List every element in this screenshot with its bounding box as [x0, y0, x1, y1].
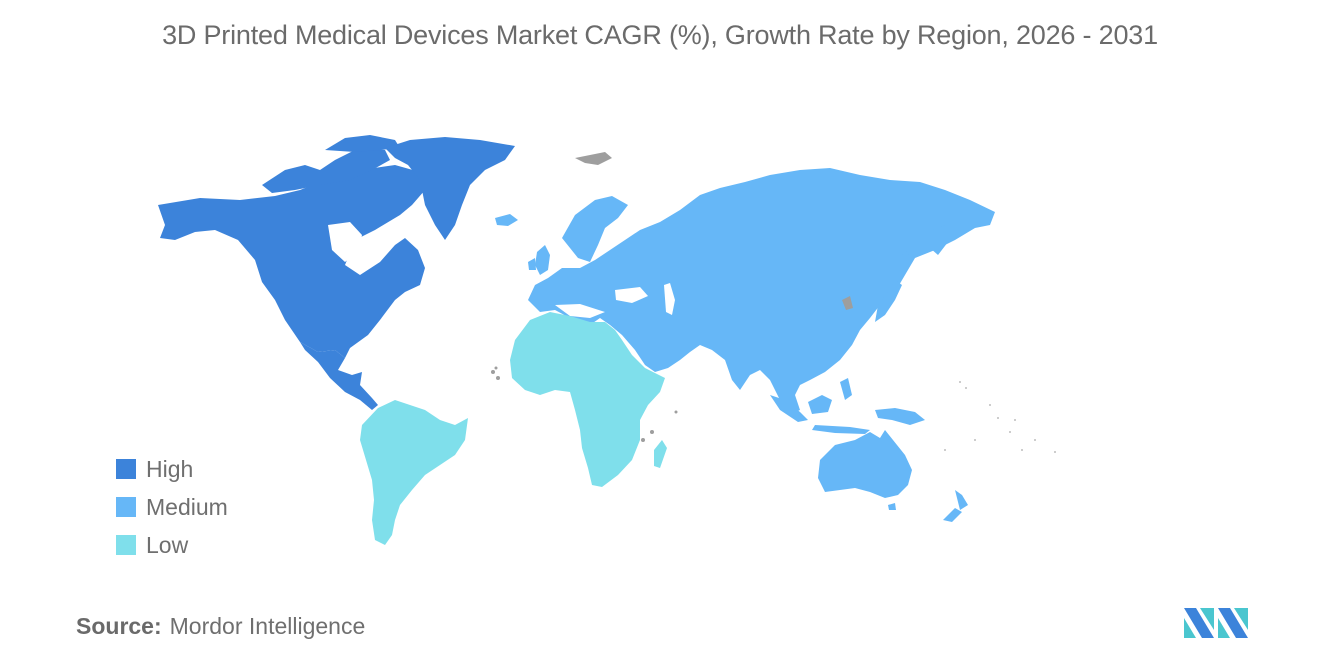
region-pacific-islands [944, 381, 1056, 453]
legend-item-medium: Medium [116, 488, 228, 526]
source-label: Source: [76, 613, 162, 639]
legend-swatch-low [116, 535, 136, 555]
legend-swatch-medium [116, 497, 136, 517]
region-iceland [495, 214, 518, 226]
legend: High Medium Low [116, 450, 228, 564]
legend-item-low: Low [116, 526, 228, 564]
region-africa [510, 312, 667, 487]
legend-label-low: Low [146, 531, 189, 558]
region-no-data [491, 152, 853, 442]
region-south-america [360, 400, 468, 545]
legend-label-medium: Medium [146, 493, 228, 520]
legend-swatch-high [116, 459, 136, 479]
legend-item-high: High [116, 450, 228, 488]
source-value: Mordor Intelligence [169, 613, 366, 639]
source-attribution: Source: Mordor Intelligence [76, 613, 365, 640]
legend-label-high: High [146, 455, 194, 482]
region-eurasia [528, 168, 995, 522]
chart-title: 3D Printed Medical Devices Market CAGR (… [162, 20, 1158, 50]
region-north-america [158, 135, 515, 410]
mordor-intelligence-logo [1184, 608, 1248, 638]
